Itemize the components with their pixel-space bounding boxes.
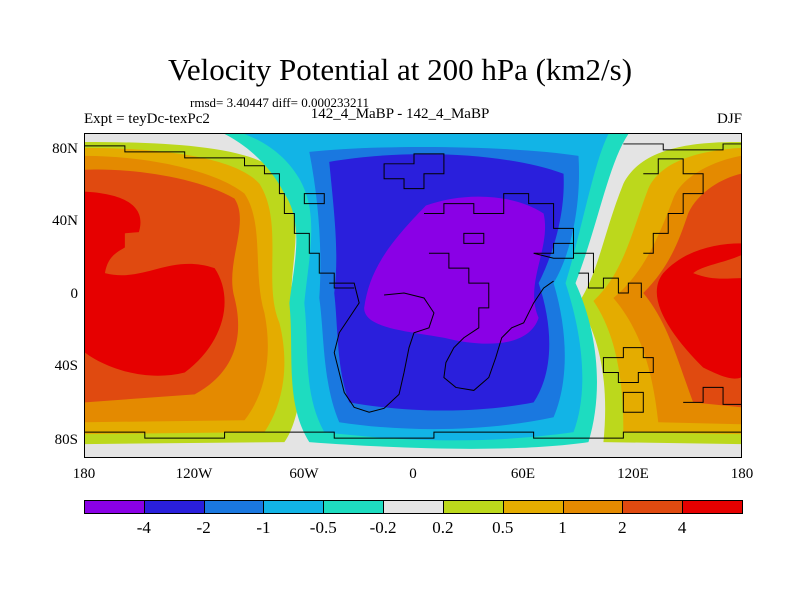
colorbar-box <box>442 500 504 514</box>
map-plot <box>84 133 742 458</box>
colorbar-box <box>562 500 624 514</box>
y-tick-80s: 80S <box>54 432 78 448</box>
experiment-label: Expt = teyDc-texPc2 <box>84 111 210 127</box>
colorbar-label: -0.2 <box>369 518 397 537</box>
y-tick-0: 0 <box>70 286 79 302</box>
colorbar-box <box>143 500 205 514</box>
colorbar-box <box>263 500 325 514</box>
colorbar-box <box>682 500 743 514</box>
chart-subtitle: 142_4_MaBP - 142_4_MaBP <box>310 106 490 122</box>
colorbar-label: -2 <box>196 518 211 537</box>
colorbar-box <box>323 500 385 514</box>
y-tick-40n: 40N <box>52 213 78 229</box>
y-tick-80n: 80N <box>52 141 78 157</box>
x-tick-180w: 180 <box>72 466 96 482</box>
colorbar-label: 0.2 <box>432 518 454 537</box>
coastline <box>85 143 741 439</box>
contour-left-max-2 <box>124 231 235 255</box>
contour-center-neg4 <box>364 196 546 344</box>
x-tick-60w: 60W <box>289 466 319 482</box>
chart-title: Velocity Potential at 200 hPa (km2/s) <box>167 52 633 87</box>
contour-left-max <box>85 191 225 376</box>
colorbar-label: 1 <box>558 518 567 537</box>
colorbar-label: 4 <box>677 518 687 537</box>
colorbar-box <box>203 500 265 514</box>
colorbar-label: -1 <box>256 518 271 537</box>
colorbar-box <box>622 500 684 514</box>
contour-right-max-2 <box>693 255 741 279</box>
y-tick-40s: 40S <box>54 358 78 374</box>
stats-label: rmsd= 3.40447 diff= 0.000233211 <box>190 95 369 110</box>
colorbar-label: 2 <box>618 518 627 537</box>
colorbar-label: -4 <box>136 518 151 537</box>
x-tick-180e: 180 <box>730 466 754 482</box>
colorbar-box <box>502 500 564 514</box>
colorbar-box <box>383 500 444 514</box>
colorbar-box <box>84 500 145 514</box>
x-tick-0: 0 <box>409 466 417 482</box>
colorbar-label: 0.5 <box>492 518 514 537</box>
season-label: DJF <box>716 111 742 127</box>
x-tick-60e: 60E <box>510 466 536 482</box>
colorbar <box>84 500 743 514</box>
x-tick-120e: 120E <box>617 466 649 482</box>
colorbar-label: -0.5 <box>309 518 337 537</box>
x-tick-120w: 120W <box>175 466 213 482</box>
